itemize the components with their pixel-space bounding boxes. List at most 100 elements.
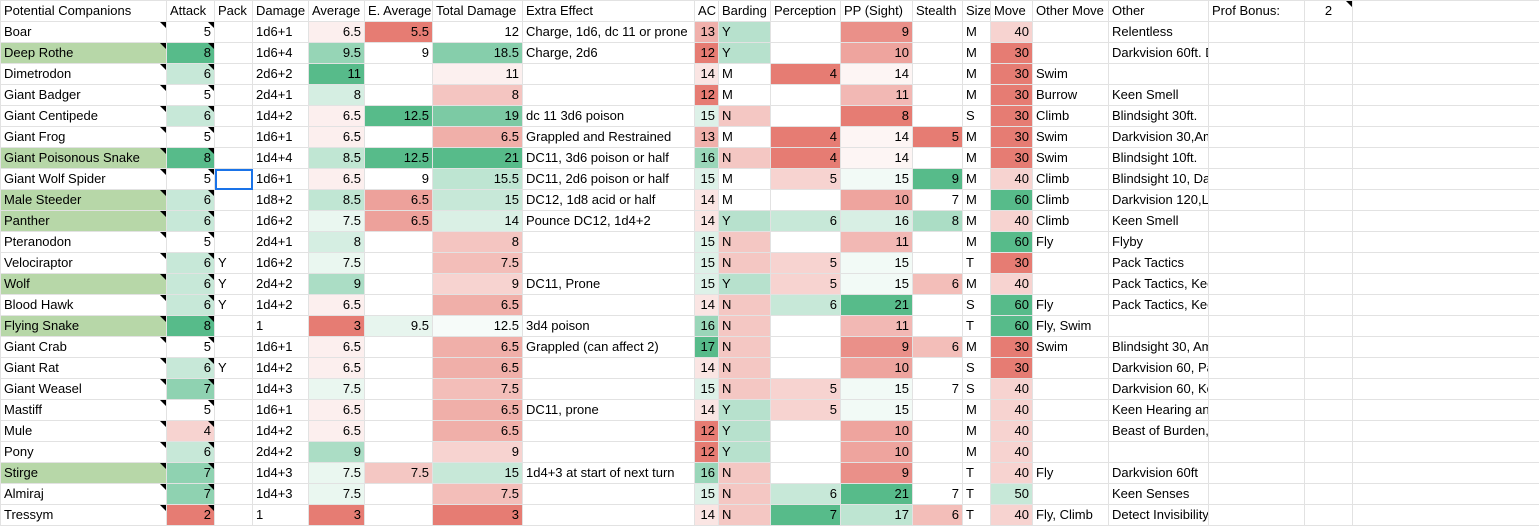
cell-pack[interactable] — [214, 231, 253, 253]
cell-attack[interactable]: 6 — [166, 63, 215, 85]
cell-move[interactable]: 30 — [990, 63, 1033, 85]
empty-cell[interactable] — [1208, 210, 1305, 232]
cell-companion-name[interactable]: Giant Poisonous Snake — [0, 147, 167, 169]
cell-perception[interactable]: 6 — [770, 210, 841, 232]
empty-cell[interactable] — [1304, 252, 1353, 274]
cell-pack[interactable] — [214, 336, 253, 358]
cell-extra-effect[interactable]: 1d4+3 at start of next turn — [522, 462, 695, 484]
cell-attack[interactable]: 5 — [166, 84, 215, 106]
cell-move[interactable]: 30 — [990, 126, 1033, 148]
cell-barding[interactable]: Y — [718, 21, 771, 43]
empty-cell[interactable] — [1208, 357, 1305, 379]
cell-average[interactable]: 6.5 — [308, 168, 365, 190]
cell-stealth[interactable] — [912, 84, 963, 106]
cell-total-damage[interactable]: 18.5 — [432, 42, 523, 64]
cell-stealth[interactable] — [912, 42, 963, 64]
empty-cell[interactable] — [1208, 399, 1305, 421]
cell-move[interactable]: 30 — [990, 84, 1033, 106]
cell-size[interactable]: M — [962, 399, 991, 421]
cell-extra-effect[interactable]: Grappled (can affect 2) — [522, 336, 695, 358]
cell-average[interactable]: 8.5 — [308, 189, 365, 211]
cell-stealth[interactable] — [912, 21, 963, 43]
cell-average[interactable]: 6.5 — [308, 420, 365, 442]
cell-extra-effect[interactable]: DC11, 2d6 poison or half — [522, 168, 695, 190]
cell-move[interactable]: 40 — [990, 420, 1033, 442]
empty-cell[interactable] — [1352, 147, 1539, 169]
cell-extra-effect[interactable] — [522, 231, 695, 253]
cell-companion-name[interactable]: Flying Snake — [0, 315, 167, 337]
cell-ac[interactable]: 12 — [694, 441, 719, 463]
empty-cell[interactable] — [1208, 378, 1305, 400]
cell-damage[interactable]: 1d4+3 — [252, 462, 309, 484]
cell-extra-effect[interactable]: Charge, 1d6, dc 11 or prone — [522, 21, 695, 43]
empty-cell[interactable] — [1352, 0, 1539, 22]
empty-cell[interactable] — [1304, 294, 1353, 316]
cell-pack[interactable] — [214, 105, 253, 127]
cell-other[interactable]: Blindsight 30, Amphibious — [1108, 336, 1209, 358]
cell-other-move[interactable] — [1032, 399, 1109, 421]
cell-ac[interactable]: 14 — [694, 399, 719, 421]
cell-ac[interactable]: 13 — [694, 21, 719, 43]
cell-extra-effect[interactable]: Grappled and Restrained — [522, 126, 695, 148]
cell-attack[interactable]: 4 — [166, 420, 215, 442]
cell-ac[interactable]: 12 — [694, 42, 719, 64]
cell-attack[interactable]: 6 — [166, 210, 215, 232]
cell-stealth[interactable]: 7 — [912, 189, 963, 211]
empty-cell[interactable] — [1208, 462, 1305, 484]
cell-companion-name[interactable]: Male Steeder — [0, 189, 167, 211]
cell-other[interactable]: Darkvision 60, Keen Hearing and Smell — [1108, 378, 1209, 400]
cell-perception[interactable] — [770, 21, 841, 43]
header-pp-sight[interactable]: PP (Sight) — [840, 0, 913, 22]
cell-perception[interactable]: 7 — [770, 504, 841, 526]
cell-perception[interactable] — [770, 336, 841, 358]
header-pack[interactable]: Pack — [214, 0, 253, 22]
cell-extra-effect[interactable]: DC11, 3d6 poison or half — [522, 147, 695, 169]
empty-cell[interactable] — [1208, 504, 1305, 526]
cell-other-move[interactable]: Climb — [1032, 105, 1109, 127]
cell-attack[interactable]: 8 — [166, 315, 215, 337]
cell-pp-sight[interactable]: 21 — [840, 483, 913, 505]
cell-companion-name[interactable]: Mastiff — [0, 399, 167, 421]
cell-average[interactable]: 7.5 — [308, 483, 365, 505]
header-e-average[interactable]: E. Average — [364, 0, 433, 22]
cell-total-damage[interactable]: 12 — [432, 21, 523, 43]
cell-size[interactable]: T — [962, 504, 991, 526]
cell-size[interactable]: M — [962, 21, 991, 43]
cell-damage[interactable]: 1d4+4 — [252, 147, 309, 169]
cell-damage[interactable]: 1d4+3 — [252, 378, 309, 400]
cell-attack[interactable]: 6 — [166, 252, 215, 274]
cell-pack[interactable] — [214, 63, 253, 85]
cell-pack[interactable]: Y — [214, 357, 253, 379]
cell-damage[interactable]: 1d6+1 — [252, 168, 309, 190]
cell-move[interactable]: 30 — [990, 147, 1033, 169]
cell-damage[interactable]: 1d6+1 — [252, 21, 309, 43]
cell-size[interactable]: M — [962, 336, 991, 358]
cell-pack[interactable] — [214, 168, 253, 190]
empty-cell[interactable] — [1304, 63, 1353, 85]
cell-size[interactable]: S — [962, 357, 991, 379]
cell-move[interactable]: 60 — [990, 315, 1033, 337]
cell-extra-effect[interactable]: DC12, 1d8 acid or half — [522, 189, 695, 211]
cell-e-average[interactable]: 5.5 — [364, 21, 433, 43]
cell-pp-sight[interactable]: 10 — [840, 420, 913, 442]
cell-stealth[interactable] — [912, 147, 963, 169]
cell-extra-effect[interactable] — [522, 420, 695, 442]
empty-cell[interactable] — [1352, 357, 1539, 379]
empty-cell[interactable] — [1352, 336, 1539, 358]
cell-total-damage[interactable]: 7.5 — [432, 378, 523, 400]
empty-cell[interactable] — [1304, 42, 1353, 64]
cell-other-move[interactable]: Fly — [1032, 231, 1109, 253]
cell-barding[interactable]: M — [718, 168, 771, 190]
cell-pack[interactable] — [214, 483, 253, 505]
empty-cell[interactable] — [1352, 273, 1539, 295]
empty-cell[interactable] — [1208, 336, 1305, 358]
cell-attack[interactable]: 6 — [166, 294, 215, 316]
cell-damage[interactable]: 1d4+2 — [252, 357, 309, 379]
cell-e-average[interactable] — [364, 63, 433, 85]
cell-barding[interactable]: N — [718, 252, 771, 274]
cell-move[interactable]: 60 — [990, 294, 1033, 316]
cell-move[interactable]: 40 — [990, 210, 1033, 232]
header-other[interactable]: Other — [1108, 0, 1209, 22]
cell-perception[interactable] — [770, 441, 841, 463]
cell-perception[interactable] — [770, 84, 841, 106]
